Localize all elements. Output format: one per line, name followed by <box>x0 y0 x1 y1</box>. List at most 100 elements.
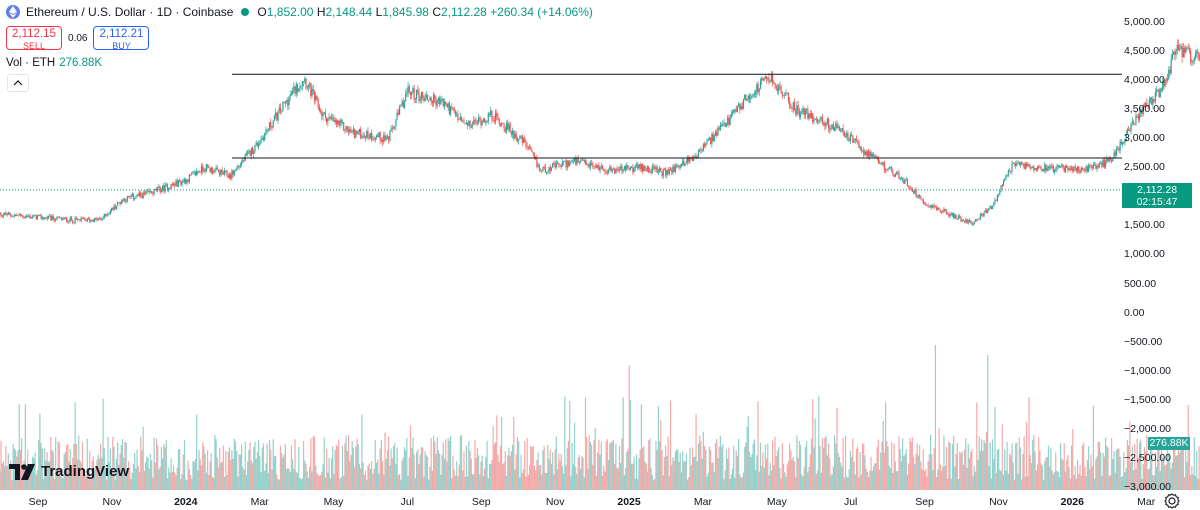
volume-bar <box>298 447 300 490</box>
candle-body <box>264 133 266 140</box>
volume-bar <box>315 465 317 490</box>
volume-bar <box>377 459 379 490</box>
volume-bar <box>485 457 487 490</box>
volume-bar <box>1034 451 1036 490</box>
settings-gear-icon[interactable] <box>1163 492 1181 510</box>
buy-button[interactable]: 2,112.21 BUY <box>93 26 150 51</box>
volume-bar <box>49 461 51 490</box>
candle-body <box>59 217 62 219</box>
volume-bar <box>131 472 133 490</box>
tradingview-logo[interactable]: TradingView <box>9 463 129 480</box>
volume-bar <box>501 416 503 490</box>
volume-bar <box>141 450 143 490</box>
candle-body <box>270 122 272 127</box>
candle-body <box>981 214 983 215</box>
volume-bar <box>1192 474 1194 490</box>
volume-bar <box>531 447 533 490</box>
candle-body <box>323 112 325 114</box>
candle-body <box>373 139 375 141</box>
volume-bar <box>1186 462 1188 490</box>
volume-bar <box>181 473 183 490</box>
volume-bar <box>1188 442 1191 490</box>
volume-bar <box>275 455 277 490</box>
candle-body <box>940 211 943 213</box>
sell-button[interactable]: 2,112.15 SELL <box>6 26 62 51</box>
candle-body <box>571 161 573 163</box>
candle-body <box>231 170 233 179</box>
volume-bar <box>570 476 572 490</box>
volume-bar <box>981 439 983 490</box>
volume-bar <box>575 467 577 490</box>
volume-bar <box>1051 470 1053 490</box>
symbol-title[interactable]: Ethereum / U.S. Dollar · 1D · Coinbase <box>26 5 234 19</box>
candle-body <box>315 95 317 101</box>
volume-bar <box>808 466 810 490</box>
candle-body <box>556 162 559 164</box>
volume-bar <box>432 435 435 490</box>
candle-body <box>519 135 521 140</box>
volume-bar <box>814 418 816 490</box>
volume-bar <box>396 447 398 490</box>
volume-bar <box>733 445 735 490</box>
volume-bar <box>72 457 74 490</box>
candle-body <box>683 160 685 166</box>
candle-body <box>552 163 554 168</box>
volume-bar <box>251 463 254 490</box>
volume-bar <box>898 436 900 490</box>
time-tick-label: Nov <box>102 496 122 508</box>
candle-body <box>651 166 653 173</box>
candle-body <box>711 134 713 145</box>
volume-bar <box>78 435 80 490</box>
candle-body <box>695 156 697 159</box>
volume-bar <box>550 463 553 490</box>
volume-bar <box>679 452 681 490</box>
volume-bar <box>29 465 31 490</box>
candle-body <box>843 132 845 137</box>
candle-body <box>1136 115 1138 117</box>
candle-body <box>107 214 109 217</box>
candle-body <box>623 166 625 170</box>
volume-bar <box>825 436 827 490</box>
candle-body <box>716 132 718 136</box>
candle-body <box>424 97 426 101</box>
volume-bar <box>696 461 698 490</box>
candle-body <box>769 81 771 83</box>
volume-bar <box>1111 438 1113 490</box>
candle-body <box>429 97 431 101</box>
candle-body <box>504 128 506 132</box>
volume-bar <box>1022 453 1024 490</box>
candle-body <box>199 171 201 173</box>
volume-bar <box>103 447 105 490</box>
candle-body <box>965 219 967 223</box>
candle-body <box>976 219 978 221</box>
volume-bar <box>716 439 718 490</box>
candle-body <box>674 166 677 172</box>
volume-bar <box>1115 449 1118 490</box>
volume-bar <box>832 466 834 490</box>
volume-bar <box>750 457 752 490</box>
candle-body <box>872 154 875 157</box>
volume-bar <box>869 470 871 490</box>
volume-bar <box>652 479 655 490</box>
volume-bar <box>589 441 591 490</box>
candle-body <box>13 215 15 217</box>
candle-body <box>258 144 260 147</box>
candle-body <box>646 166 649 171</box>
volume-bar <box>705 449 707 490</box>
volume-bar <box>648 440 650 490</box>
candle-body <box>792 102 794 109</box>
candle-body <box>1102 159 1104 167</box>
candle-body <box>284 101 286 103</box>
candle-body <box>1154 92 1156 102</box>
volume-bar <box>197 470 199 490</box>
candle-body <box>1152 99 1154 105</box>
volume-bar <box>734 477 736 490</box>
volume-bar <box>730 474 732 490</box>
volume-bar <box>1134 443 1136 490</box>
volume-bar <box>989 442 991 490</box>
volume-bar <box>875 463 877 490</box>
volume-bar <box>182 454 184 490</box>
candle-body <box>607 170 610 173</box>
collapse-legend-button[interactable] <box>7 74 29 92</box>
